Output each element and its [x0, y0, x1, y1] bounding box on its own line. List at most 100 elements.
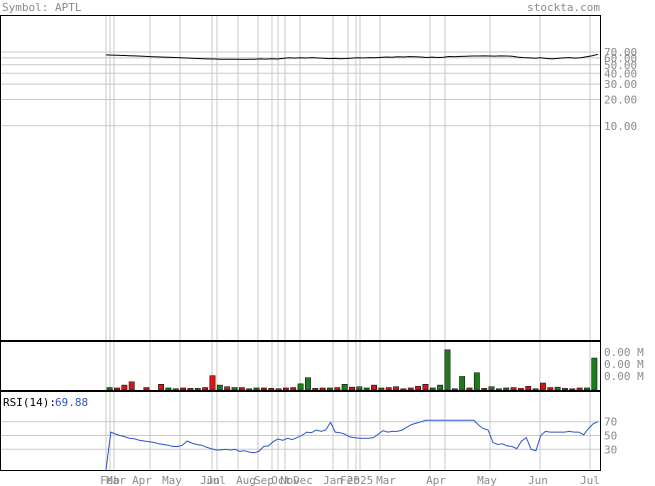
x-tick-label: Jun — [200, 474, 220, 486]
volume-bar-down — [312, 388, 319, 391]
volume-bar-down — [114, 387, 120, 391]
rsi-label: RSI(14): — [3, 396, 56, 409]
volume-bar-down — [466, 387, 473, 391]
volume-bar-down — [202, 387, 209, 391]
volume-bar-up — [253, 387, 260, 391]
volume-tick-label: 0.00 M — [604, 358, 644, 371]
volume-bar-down — [371, 384, 377, 391]
volume-bar-up — [341, 384, 348, 391]
volume-bar-up — [275, 388, 282, 391]
volume-bar-up — [165, 387, 172, 391]
price-tick-label: 10.00 — [604, 120, 637, 133]
volume-bar-down — [121, 384, 128, 391]
grid-lines — [0, 15, 600, 470]
x-tick-label: Dec — [293, 474, 313, 486]
volume-bar-down — [143, 387, 150, 391]
volume-bar-up — [194, 388, 201, 391]
volume-bar-down — [334, 387, 341, 391]
x-tick-label: Jan — [323, 474, 343, 486]
volume-bar-up — [532, 388, 539, 391]
price-tick-label: 50.00 — [604, 59, 637, 72]
price-tick-label: 40.00 — [604, 67, 637, 80]
volume-bar-up — [584, 387, 590, 391]
price-tick-label: 70.00 — [604, 46, 637, 59]
volume-bar-down — [569, 388, 576, 391]
volume-bar-down — [158, 384, 164, 391]
x-tick-label: Sep — [254, 474, 274, 486]
volume-tick-label: 0.00 M — [604, 370, 644, 383]
volume-bar-up — [363, 387, 370, 391]
x-tick-label: Oct — [271, 474, 291, 486]
price-tick-label: 60.00 — [604, 52, 637, 65]
volume-bar-up — [591, 357, 598, 391]
volume-bar-down — [422, 384, 429, 391]
price-tick-label: 30.00 — [604, 78, 637, 91]
price-line — [105, 53, 599, 60]
volume-bar-up — [378, 387, 385, 391]
volume-bar-up — [429, 387, 436, 391]
volume-bar-down — [495, 388, 502, 391]
volume-bar-down — [224, 386, 231, 391]
x-tick-label: Feb — [100, 474, 120, 486]
volume-bar-up — [305, 377, 311, 391]
volume-bar-up — [554, 386, 561, 391]
volume-bar-down — [172, 388, 179, 391]
x-tick-label: Jul — [580, 474, 600, 486]
volume-bar-down — [562, 388, 568, 391]
x-tick-label: Jun — [528, 474, 548, 486]
volume-bar-down — [415, 386, 422, 391]
volume-bar-up — [400, 388, 407, 391]
volume-bar-down — [525, 386, 532, 391]
volume-bar-up — [297, 383, 304, 391]
volume-bar-down — [319, 387, 326, 391]
panel-frame — [0, 391, 601, 471]
x-tick-label: May — [477, 474, 497, 486]
volume-bar-down — [510, 387, 517, 391]
x-tick-label: Feb — [340, 474, 360, 486]
rsi-tick-label: 50 — [604, 430, 617, 443]
rsi-current-value: 69.88 — [55, 396, 88, 409]
volume-bar-up — [231, 387, 238, 391]
volume-bar-up — [356, 386, 363, 391]
panel-frame — [0, 15, 601, 341]
volume-bar-down — [128, 381, 135, 391]
panel-frames — [0, 15, 601, 471]
price-panel — [105, 53, 599, 60]
volume-bar-up — [473, 372, 480, 391]
x-tick-label: Mar — [376, 474, 396, 486]
volume-bar-up — [488, 386, 495, 391]
site-name[interactable]: stockta.com — [527, 1, 600, 14]
rsi-line — [105, 419, 599, 471]
x-tick-label: Apr — [426, 474, 446, 486]
volume-bar-down — [385, 387, 392, 391]
x-tick-label: Aug — [236, 474, 256, 486]
symbol-label: Symbol: APTL — [2, 1, 82, 14]
volume-bar-up — [216, 384, 223, 391]
volume-bar-down — [451, 388, 458, 391]
volume-bar-down — [187, 388, 194, 391]
x-tick-label: Jul — [206, 474, 226, 486]
volume-bar-down — [393, 386, 399, 391]
panel-frame — [0, 341, 601, 391]
volume-bar-down — [576, 387, 583, 391]
volume-bar-down — [481, 388, 488, 391]
price-tick-label: 20.00 — [604, 94, 637, 107]
volume-bar-down — [407, 387, 414, 391]
volume-bar-down — [540, 382, 546, 391]
volume-bar-down — [290, 387, 297, 391]
rsi-panel — [105, 419, 599, 471]
volume-bar-down — [517, 388, 524, 391]
volume-bar-up — [327, 387, 333, 391]
x-tick-label: Mar — [106, 474, 126, 486]
x-tick-label: Apr — [132, 474, 152, 486]
volume-tick-label: 0.00 M — [604, 346, 644, 359]
volume-bar-up — [503, 387, 510, 391]
volume-bar-down — [282, 387, 289, 391]
volume-bar-down — [260, 387, 267, 391]
volume-bar-down — [180, 387, 187, 391]
volume-bar-up — [444, 349, 451, 391]
x-tick-label: 2025 — [347, 474, 374, 486]
volume-bar-up — [437, 384, 444, 391]
